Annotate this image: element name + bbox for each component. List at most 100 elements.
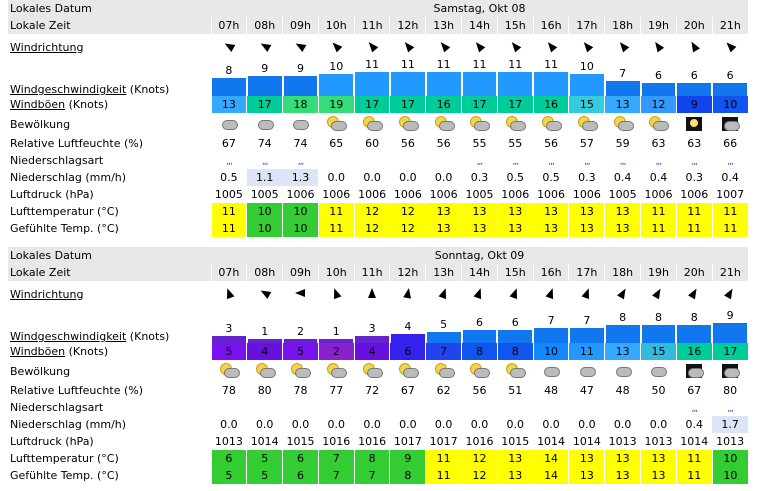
precip-type-cell: [426, 399, 462, 416]
gust-cell: 5: [282, 343, 319, 360]
wind-direction-cell: [318, 34, 354, 60]
gust-cell: 16: [532, 96, 569, 113]
gust-cell: 13: [210, 96, 247, 113]
wind-speed-bar: [390, 334, 425, 343]
wind-speed-link[interactable]: Windgeschwindigkeit: [10, 83, 127, 96]
day-date: Samstag, Okt 08: [211, 0, 748, 17]
cloud-icon: [220, 116, 238, 130]
wind-speed-value: 9: [261, 62, 269, 75]
hour-cell: 12h: [389, 17, 426, 34]
pressure-cell: 1006: [501, 188, 530, 201]
air-temp-cell: 7: [317, 450, 355, 467]
cloud-cell: [318, 113, 354, 135]
sun-cloud-icon: [398, 362, 419, 378]
feels-temp-cell: 5: [246, 467, 283, 484]
wind-direction-cell: [283, 281, 319, 307]
pressure-cell: 1006: [286, 188, 315, 201]
sun-cloud-icon: [327, 362, 348, 378]
feels-temp-cell: 11: [317, 220, 355, 237]
wind-speed-bar: [677, 83, 712, 96]
wind-direction-link[interactable]: Windrichtung: [10, 287, 84, 301]
gust-cell: 17: [496, 96, 534, 113]
air-temp-cell: 6: [282, 450, 319, 467]
precip-type-cell: ,,,: [641, 152, 677, 169]
wind-speed-link[interactable]: Windgeschwindigkeit: [10, 330, 127, 343]
precip-cell: 0.0: [255, 418, 274, 431]
label-feels-temp: Gefühlte Temp. (°C): [10, 222, 119, 235]
wind-speed-value: 7: [547, 314, 555, 327]
cloud-icon: [256, 116, 274, 130]
gust-cell: 17: [246, 96, 283, 113]
wind-speed-bar: [283, 76, 318, 96]
gust-cell: 2: [317, 343, 355, 360]
precip-cell: 0.3: [685, 171, 704, 184]
feels-temp-cell: 11: [675, 220, 713, 237]
wind-speed-bar: [426, 72, 461, 96]
cloud-cell: [497, 113, 533, 135]
gusts-link[interactable]: Windböen: [10, 345, 66, 358]
precip-type-cell: [283, 399, 319, 416]
wind-direction-link[interactable]: Windrichtung: [10, 40, 84, 54]
wind-arrow-icon: [401, 39, 415, 52]
humidity-cell: 56: [436, 137, 451, 150]
cloud-icon: [614, 363, 632, 377]
wind-speed-cell: 9: [247, 60, 283, 96]
humidity-cell: 80: [723, 384, 738, 397]
forecast-table: Lokales Datum Samstag, Okt 08 Lokale Zeit 0…: [8, 0, 748, 237]
wind-speed-value: 1: [261, 325, 269, 338]
pressure-cell: 1016: [358, 435, 387, 448]
pressure-cell: 1005: [465, 188, 494, 201]
wind-speed-value: 8: [654, 311, 662, 324]
humidity-cell: 56: [544, 137, 559, 150]
gusts-link[interactable]: Windböen: [10, 98, 66, 111]
precip-type-cell: ,,,: [211, 152, 247, 169]
feels-temp-cell: 12: [353, 220, 390, 237]
feels-temp-cell: 12: [389, 220, 426, 237]
sun-cloud-icon: [542, 115, 563, 131]
feels-temp-cell: 7: [317, 467, 355, 484]
wind-speed-value: 11: [400, 60, 415, 71]
air-temp-cell: 11: [675, 203, 713, 220]
rain-icon: ,,,: [261, 157, 269, 167]
precip-type-cell: ,,,: [569, 152, 605, 169]
gust-cell: 11: [568, 343, 605, 360]
wind-speed-value: 9: [296, 62, 304, 75]
wind-speed-cell: 5: [426, 307, 462, 343]
gust-cell: 15: [640, 343, 677, 360]
gust-cell: 8: [461, 343, 498, 360]
sun-cloud-icon: [434, 115, 455, 131]
cloud-icon: [291, 116, 310, 130]
label-precip-type: Niederschlagsart: [10, 401, 104, 414]
wind-arrow-icon: [724, 286, 737, 299]
precip-cell: 0.5: [220, 171, 238, 184]
feels-temp-cell: 11: [210, 220, 247, 237]
cloud-cell: [641, 360, 677, 382]
feels-temp-cell: 13: [568, 220, 605, 237]
hour-cell: 14h: [461, 17, 498, 34]
precip-type-cell: [318, 399, 354, 416]
wind-direction-cell: [641, 281, 677, 307]
wind-speed-bar: [605, 81, 640, 96]
label-local-time: Lokale Zeit: [8, 264, 211, 281]
feels-temp-cell: 11: [425, 467, 462, 484]
precip-cell: 0.4: [613, 171, 632, 184]
wind-arrow-icon: [581, 286, 593, 299]
air-temp-cell: 12: [389, 203, 426, 220]
wind-speed-unit: (Knots): [126, 83, 170, 96]
wind-arrow-icon: [365, 39, 379, 52]
feels-temp-cell: 13: [425, 220, 462, 237]
precip-cell: 0.0: [220, 418, 238, 431]
wind-speed-cell: 3: [211, 307, 247, 343]
wind-speed-cell: 7: [569, 307, 605, 343]
feels-temp-cell: 10: [246, 220, 283, 237]
feels-temp-cell: 11: [640, 220, 677, 237]
wind-speed-cell: 11: [533, 60, 569, 96]
gust-cell: 6: [389, 343, 426, 360]
cloud-cell: [462, 113, 498, 135]
pressure-cell: 1017: [393, 435, 422, 448]
moon-cloud-icon: [721, 116, 741, 131]
precip-cell: 0.5: [542, 171, 560, 184]
wind-direction-cell: [605, 34, 641, 60]
humidity-cell: 78: [221, 384, 236, 397]
precip-cell: 0.0: [578, 418, 596, 431]
